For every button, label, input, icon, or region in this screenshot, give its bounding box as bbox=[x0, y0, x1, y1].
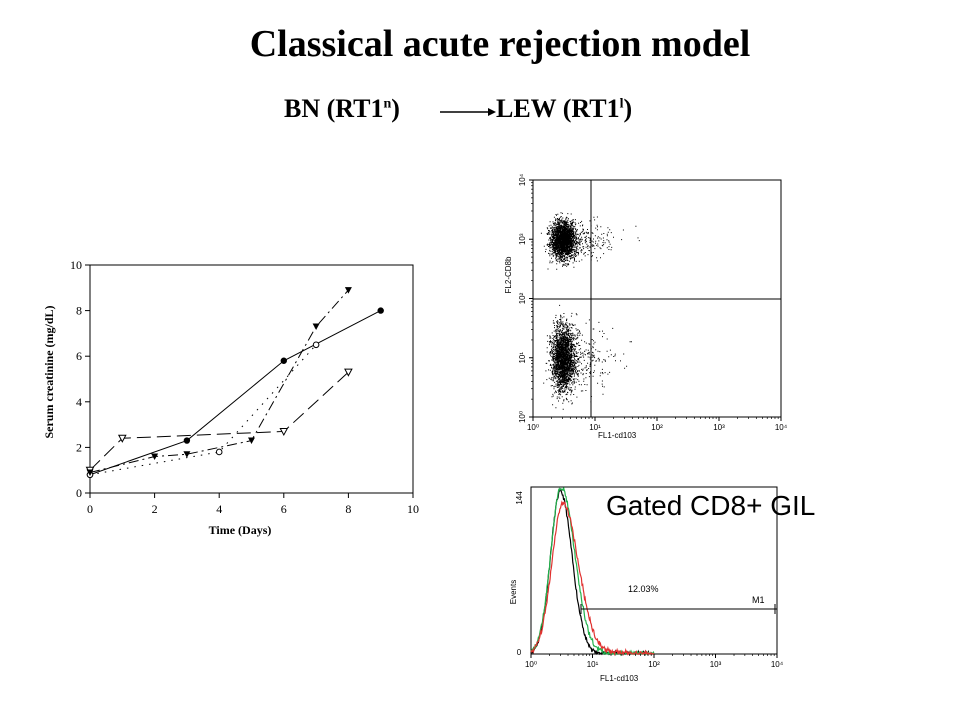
creatinine-x-tick-label: 6 bbox=[281, 502, 287, 516]
creatinine-series-4 bbox=[86, 287, 352, 476]
creatinine-data-point bbox=[344, 287, 352, 294]
flow-histogram: 12.03% M1 10⁰ 10¹ 10² 10³ 10⁴ 0 144 FL1-cd10… bbox=[509, 486, 784, 683]
donor-haplotype: n bbox=[383, 96, 392, 112]
creatinine-series bbox=[85, 287, 384, 479]
dot-plot-event-cloud bbox=[540, 212, 640, 410]
histogram-x-tick-label: 10¹ bbox=[587, 660, 599, 669]
histogram-x-axis-label: FL1-cd103 bbox=[600, 674, 639, 683]
dot-plot-x-axis-label: FL1-cd103 bbox=[598, 431, 637, 440]
creatinine-series-line bbox=[89, 371, 349, 471]
histogram-curve-red bbox=[530, 500, 655, 657]
creatinine-series-1 bbox=[86, 307, 384, 478]
creatinine-y-tick-label: 4 bbox=[76, 395, 82, 409]
creatinine-y-ticks: 0 2 4 6 8 10 bbox=[70, 258, 90, 500]
creatinine-data-point bbox=[344, 368, 353, 377]
dot-plot-x-tick-label: 10¹ bbox=[589, 423, 601, 432]
creatinine-series-line bbox=[89, 344, 317, 476]
slide-title: Classical acute rejection model bbox=[249, 23, 751, 65]
gated-population-label: Gated CD8+ GIL bbox=[606, 490, 816, 521]
histogram-marker-m1: 12.03% M1 bbox=[580, 584, 777, 614]
creatinine-x-tick-label: 4 bbox=[216, 502, 222, 516]
histogram-x-tick-label: 10² bbox=[648, 660, 660, 669]
creatinine-y-tick-label: 8 bbox=[76, 304, 82, 318]
donor-strain: BN (RT1n) bbox=[284, 94, 400, 124]
creatinine-plot-frame bbox=[89, 264, 414, 494]
creatinine-data-point bbox=[312, 323, 320, 331]
histogram-x-tick-label: 10⁴ bbox=[771, 660, 784, 669]
histogram-x-tick-label: 10³ bbox=[710, 660, 722, 669]
dot-plot-y-tick-label: 10⁴ bbox=[518, 173, 527, 186]
creatinine-data-point bbox=[86, 469, 94, 476]
creatinine-chart: 0 2 4 6 8 10 0 2 4 6 8 10 Time (Days) Serum creati… bbox=[42, 258, 419, 537]
creatinine-y-tick-label: 10 bbox=[70, 258, 82, 272]
creatinine-y-tick-label: 6 bbox=[76, 349, 82, 363]
creatinine-data-point bbox=[215, 448, 223, 456]
dot-plot-x-ticks: 10⁰ 10¹ 10² 10³ 10⁴ bbox=[527, 417, 788, 432]
dot-plot-events bbox=[540, 212, 640, 410]
creatinine-y-tick-label: 2 bbox=[76, 440, 82, 454]
dot-plot-y-axis-label: FL2-CD8b bbox=[504, 256, 513, 293]
dot-plot-y-tick-label: 10³ bbox=[518, 233, 527, 245]
dot-plot-x-tick-label: 10³ bbox=[713, 423, 725, 432]
creatinine-x-tick-label: 2 bbox=[152, 502, 158, 516]
creatinine-data-point bbox=[312, 341, 320, 349]
creatinine-series-line bbox=[89, 310, 381, 476]
creatinine-x-tick-label: 8 bbox=[345, 502, 351, 516]
creatinine-series-2 bbox=[86, 341, 320, 479]
creatinine-data-point bbox=[183, 451, 191, 458]
histogram-y-tick-0: 0 bbox=[517, 648, 522, 657]
creatinine-x-axis-label: Time (Days) bbox=[209, 523, 272, 537]
creatinine-x-tick-label: 0 bbox=[87, 502, 93, 516]
creatinine-y-tick-label: 0 bbox=[76, 486, 82, 500]
dot-plot-x-tick-label: 10⁰ bbox=[527, 423, 539, 432]
recipient-close-paren: ) bbox=[623, 94, 633, 123]
dot-plot-x-tick-label: 10⁴ bbox=[775, 423, 788, 432]
histogram-curves bbox=[530, 487, 655, 657]
creatinine-data-point bbox=[279, 427, 289, 436]
creatinine-x-tick-label: 10 bbox=[407, 502, 419, 516]
histogram-y-axis-label: Events bbox=[509, 580, 518, 604]
creatinine-data-point bbox=[248, 437, 255, 445]
dot-plot-y-tick-label: 10⁰ bbox=[518, 411, 527, 423]
dot-plot-x-tick-label: 10² bbox=[651, 423, 663, 432]
m1-name-label: M1 bbox=[752, 595, 765, 605]
creatinine-y-axis-label: Serum creatinine (mg/dL) bbox=[42, 305, 56, 438]
dot-plot-y-tick-label: 10² bbox=[518, 292, 527, 304]
creatinine-data-point bbox=[117, 434, 127, 443]
creatinine-x-ticks: 0 2 4 6 8 10 bbox=[87, 493, 419, 516]
histogram-frame bbox=[530, 486, 778, 655]
flow-dot-plot: 10⁰ 10¹ 10² 10³ 10⁴ 10⁰ 10¹ 10² 10³ 10⁴ FL1-cd10… bbox=[504, 173, 788, 440]
histogram-x-tick-label: 10⁰ bbox=[525, 660, 537, 669]
histogram-y-tick-144: 144 bbox=[515, 491, 524, 505]
donor-strain-text: BN (RT1 bbox=[284, 94, 384, 123]
dot-plot-y-ticks: 10⁰ 10¹ 10² 10³ 10⁴ bbox=[518, 173, 533, 423]
creatinine-data-point bbox=[377, 307, 384, 314]
recipient-haplotype: l bbox=[619, 96, 624, 112]
histogram-x-ticks: 10⁰ 10¹ 10² 10³ 10⁴ bbox=[525, 654, 784, 669]
creatinine-data-point bbox=[151, 453, 159, 461]
creatinine-data-point bbox=[280, 357, 287, 364]
donor-close-paren: ) bbox=[391, 94, 400, 123]
dot-plot-y-tick-label: 10¹ bbox=[518, 352, 527, 364]
recipient-strain: LEW (RT1l) bbox=[496, 94, 632, 124]
creatinine-series-line bbox=[89, 289, 349, 473]
m1-percent-label: 12.03% bbox=[628, 584, 659, 594]
transplant-arrow bbox=[440, 108, 496, 116]
creatinine-data-point bbox=[183, 437, 191, 444]
recipient-strain-text: LEW (RT1 bbox=[496, 94, 620, 123]
creatinine-series-3 bbox=[85, 368, 353, 475]
